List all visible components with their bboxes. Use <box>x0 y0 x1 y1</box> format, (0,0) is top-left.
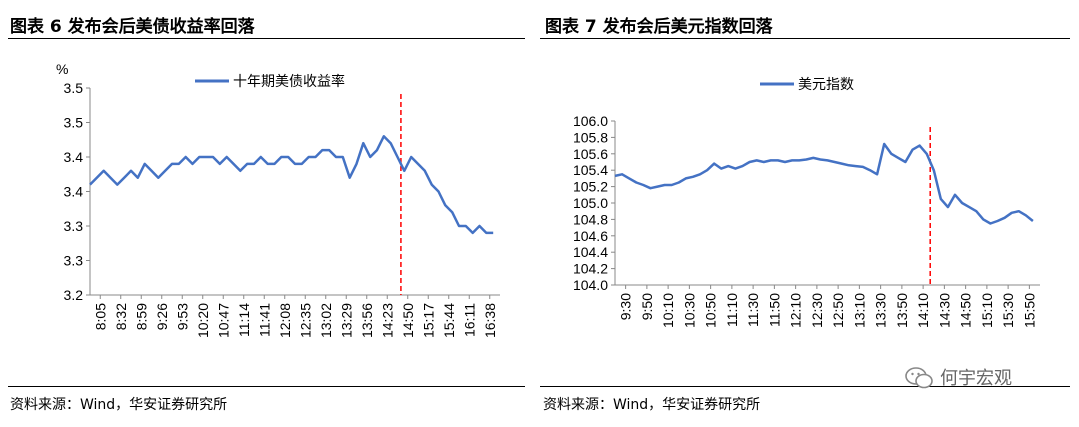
left-y-tick-label: 3.5 <box>64 80 84 96</box>
right-source-note: 资料来源：Wind，华安证券研究所 <box>543 397 761 413</box>
right-chart-title: 图表 7 发布会后美元指数回落 <box>545 17 773 37</box>
left-chart-title: 图表 6 发布会后美债收益率回落 <box>10 17 255 37</box>
left-x-tick-label: 11:14 <box>236 303 252 337</box>
left-series-line <box>89 135 494 235</box>
left-x-tick-label: 11:41 <box>256 303 272 337</box>
right-x-tick-label: 10:10 <box>660 293 676 328</box>
right-legend-label: 美元指数 <box>798 77 854 93</box>
left-x-tick-label: 15:17 <box>420 303 436 338</box>
left-x-tick-label: 10:47 <box>215 303 231 338</box>
right-y-tick-label: 105.6 <box>573 146 608 162</box>
right-x-tick-label: 11:50 <box>766 293 782 327</box>
right-x-tick-label: 10:30 <box>681 293 697 328</box>
bottom-divider-left <box>8 386 525 387</box>
right-y-tick-label: 104.0 <box>573 277 608 293</box>
left-x-tick-label: 8:59 <box>133 303 149 330</box>
left-x-tick-label: 14:23 <box>379 303 395 338</box>
right-x-tick-label: 9:50 <box>639 293 655 320</box>
right-y-tick-label: 105.0 <box>573 195 608 211</box>
right-y-tick-label: 104.4 <box>573 244 608 260</box>
left-x-tick-label: 13:29 <box>338 303 354 338</box>
left-y-tick-label: 3.5 <box>64 115 84 131</box>
wechat-icon <box>905 367 933 389</box>
right-x-tick-label: 10:50 <box>703 293 719 328</box>
right-x-tick-label: 15:50 <box>1021 293 1037 328</box>
left-x-tick-label: 12:08 <box>277 303 293 338</box>
right-chart: 104.0104.2104.4104.6104.8105.0105.2105.4… <box>573 77 1040 328</box>
bottom-divider-right <box>540 386 1070 387</box>
left-x-tick-label: 9:53 <box>174 303 190 330</box>
right-y-tick-label: 105.8 <box>573 129 608 145</box>
right-series-line <box>614 142 1034 225</box>
right-x-tick-label: 14:50 <box>958 293 974 328</box>
right-y-tick-label: 106.0 <box>573 113 608 129</box>
left-y-tick-label: 3.2 <box>64 287 84 303</box>
left-x-tick-label: 14:50 <box>400 303 416 338</box>
right-x-tick-label: 14:10 <box>915 293 931 328</box>
left-x-tick-label: 13:02 <box>318 303 334 338</box>
right-y-tick-label: 105.4 <box>573 162 608 178</box>
left-y-tick-label: 3.4 <box>64 184 84 200</box>
left-x-tick-label: 12:35 <box>297 303 313 338</box>
right-x-tick-label: 12:10 <box>788 293 804 328</box>
left-chart: 3.2 3.3 3.3 3.4 3.4 3.5 3.5% 8:05 8:32 8:59 9:26 9:… <box>56 61 500 338</box>
left-x-tick-label: 15:44 <box>441 303 457 338</box>
left-x-tick-label: 13:56 <box>359 303 375 338</box>
left-x-tick-label: 10:20 <box>195 303 211 338</box>
left-legend-label: 十年期美债收益率 <box>233 73 345 90</box>
left-source-note: 资料来源：Wind，华安证券研究所 <box>10 397 228 413</box>
right-x-tick-label: 9:30 <box>618 293 634 320</box>
right-x-tick-label: 12:50 <box>830 293 846 328</box>
right-x-tick-label: 13:50 <box>894 293 910 328</box>
left-x-tick-label: 16:11 <box>461 303 477 337</box>
left-x-tick-label: 8:05 <box>92 303 108 330</box>
top-divider-left <box>8 38 525 39</box>
left-y-tick-label: 3.4 <box>64 149 84 165</box>
top-divider-right <box>540 38 1070 39</box>
right-y-tick-label: 104.8 <box>573 211 608 227</box>
right-y-tick-label: 104.6 <box>573 228 608 244</box>
right-x-tick-label: 15:30 <box>1000 293 1016 328</box>
right-x-tick-label: 15:10 <box>979 293 995 328</box>
left-x-tick-label: 16:38 <box>482 303 498 338</box>
left-x-tick-label: 9:26 <box>154 303 170 330</box>
watermark-text: 何宇宏观 <box>940 368 1012 389</box>
right-x-tick-label: 14:30 <box>936 293 952 328</box>
right-x-tick-label: 11:30 <box>745 293 761 327</box>
left-x-tick-label: 8:32 <box>113 303 129 330</box>
left-y-tick-label: 3.3 <box>64 253 84 269</box>
right-x-tick-label: 13:30 <box>873 293 889 328</box>
right-x-tick-label: 13:10 <box>851 293 867 328</box>
right-x-tick-label: 11:10 <box>724 293 740 327</box>
right-y-tick-label: 105.2 <box>573 179 608 195</box>
right-x-tick-label: 12:30 <box>809 293 825 328</box>
left-y-unit: % <box>56 61 68 77</box>
left-y-tick-label: 3.3 <box>64 218 84 234</box>
right-y-tick-label: 104.2 <box>573 261 608 277</box>
